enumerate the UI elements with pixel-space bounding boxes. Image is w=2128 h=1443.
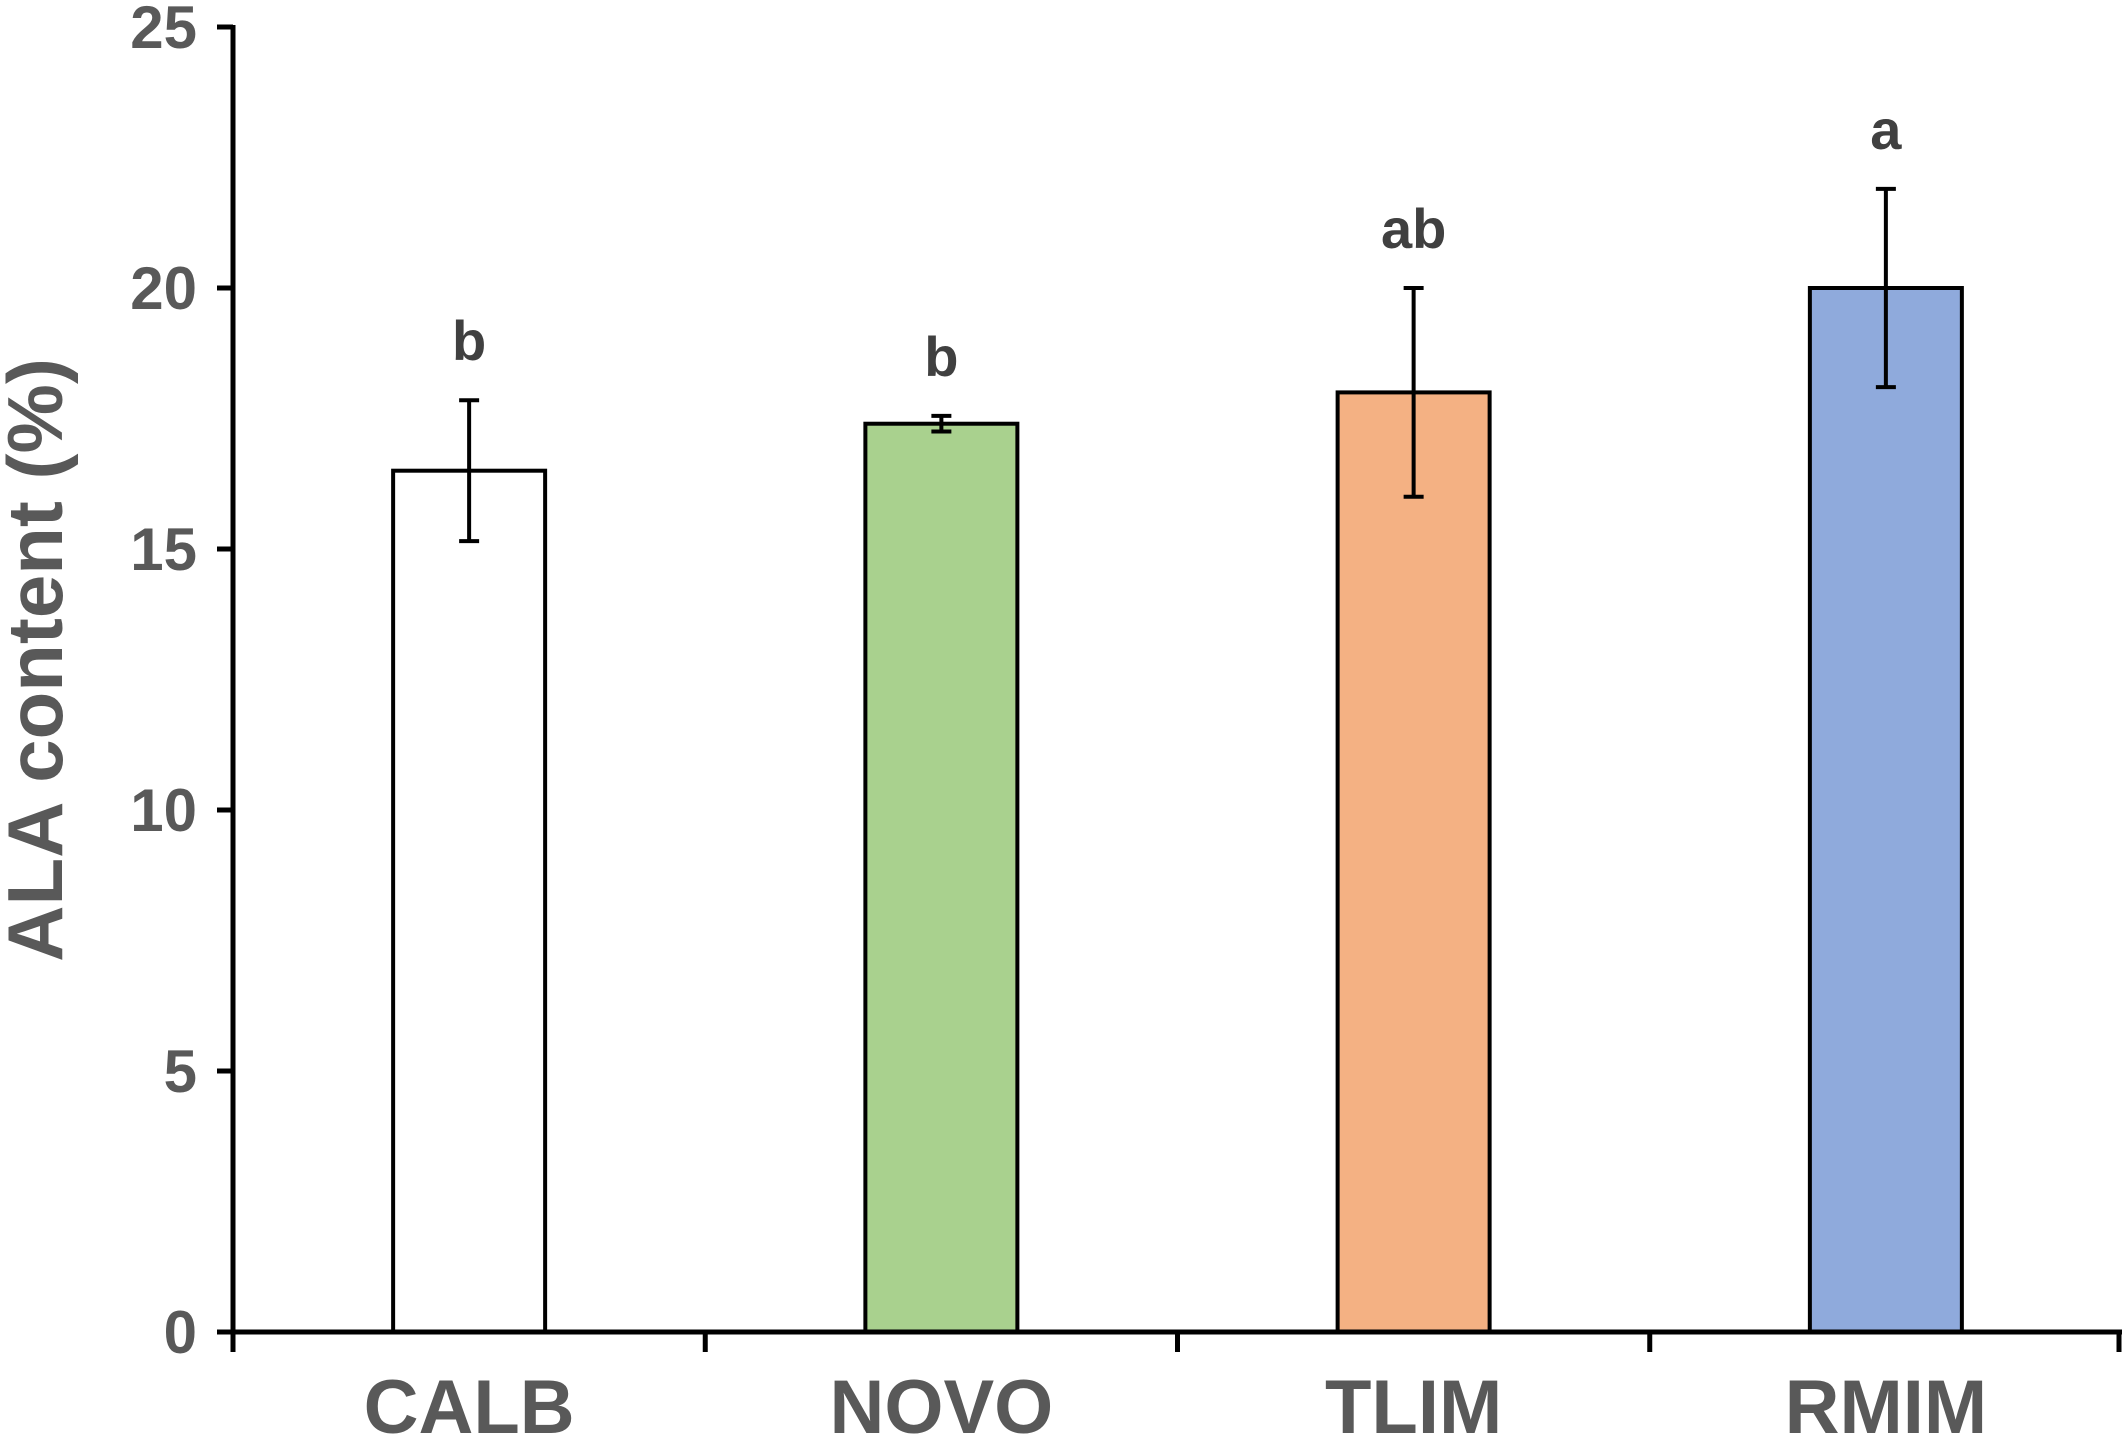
y-tick-label: 5 xyxy=(164,1038,197,1105)
y-axis-title: ALA content (%) xyxy=(0,358,79,962)
bar xyxy=(1807,286,1964,1334)
significance-label: ab xyxy=(1381,197,1446,260)
significance-label: a xyxy=(1870,98,1902,161)
y-tick-label: 20 xyxy=(130,255,197,322)
x-axis: CALB NOVO TLIM RMIM xyxy=(230,1329,2122,1443)
y-tick-label: 10 xyxy=(130,777,197,844)
x-tick-label: NOVO xyxy=(829,1365,1053,1443)
bar xyxy=(863,421,1020,1335)
x-tick-label: TLIM xyxy=(1325,1365,1502,1443)
bar xyxy=(391,468,548,1334)
y-tick-label: 25 xyxy=(130,0,197,61)
y-tick-label: 15 xyxy=(130,516,197,583)
y-axis: 0 5 10 15 20 25 xyxy=(130,0,236,1366)
x-tick-label: CALB xyxy=(364,1365,575,1443)
significance-label: b xyxy=(452,309,486,372)
bars: b b ab a xyxy=(391,98,1964,1335)
significance-label: b xyxy=(924,325,958,388)
bar xyxy=(1335,390,1492,1334)
x-tick-label: RMIM xyxy=(1785,1365,1988,1443)
y-tick-label: 0 xyxy=(164,1299,197,1366)
